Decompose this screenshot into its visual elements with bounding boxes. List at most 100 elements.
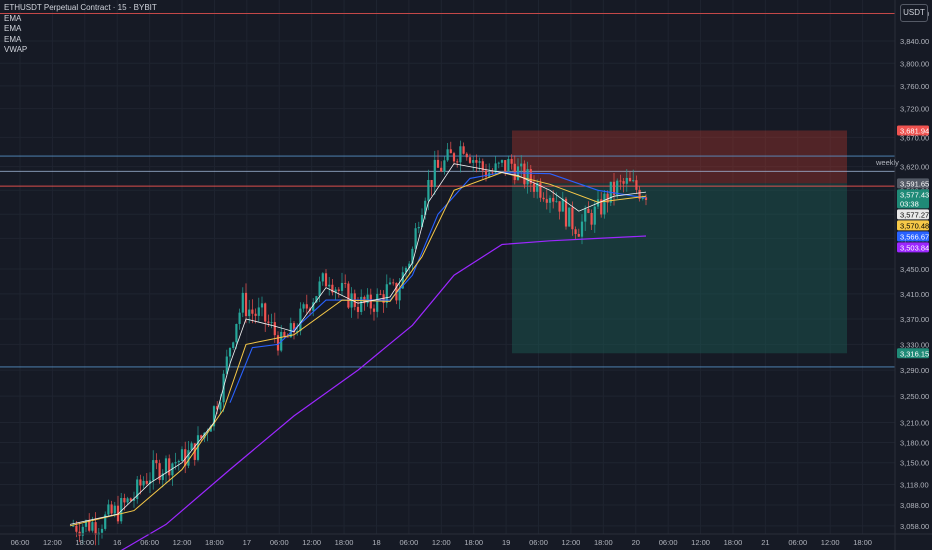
candle-body: [542, 197, 545, 200]
x-tick-label: 12:00: [691, 538, 710, 547]
candle-body: [388, 282, 392, 285]
candle-body: [196, 435, 200, 460]
candle-body: [81, 526, 84, 536]
candle-body: [305, 304, 308, 309]
stop-loss-zone[interactable]: [512, 130, 847, 184]
x-tick-label: 19: [502, 538, 510, 547]
candle-body: [267, 321, 270, 323]
candle-body: [427, 179, 430, 201]
y-tick-label: 3,290.00: [900, 366, 929, 375]
candle-body: [315, 296, 318, 303]
symbol-title[interactable]: ETHUSDT Perpetual Contract · 15 · BYBIT: [4, 3, 157, 12]
candle-body: [91, 522, 94, 531]
y-tick-label: 3,088.00: [900, 501, 929, 510]
candle-body: [443, 160, 446, 172]
candle-body: [484, 170, 488, 177]
candle-body: [622, 181, 625, 184]
candle-body: [232, 342, 235, 348]
indicator-ema-2[interactable]: EMA: [4, 24, 22, 33]
candle-body: [462, 146, 465, 154]
candle-body: [145, 480, 148, 484]
indicator-ema-1[interactable]: EMA: [4, 13, 22, 23]
ema-slow-line: [229, 171, 647, 403]
ema-mid-line: [69, 171, 647, 527]
candle-body: [312, 302, 315, 311]
candle-body: [324, 273, 328, 287]
candle-body: [270, 322, 273, 323]
x-tick-label: 06:00: [399, 538, 418, 547]
candle-body: [571, 207, 574, 230]
y-tick-label: 3,330.00: [900, 340, 929, 349]
candle-body: [526, 169, 529, 185]
candle-body: [148, 480, 152, 484]
candle-body: [251, 309, 254, 314]
candle-body: [321, 273, 324, 282]
candle-body: [337, 289, 340, 291]
x-tick-label: 12:00: [821, 538, 840, 547]
y-tick-label: 3,410.00: [900, 290, 929, 299]
candle-body: [494, 163, 497, 173]
candle-body: [347, 283, 350, 308]
chart-legend: ETHUSDT Perpetual Contract · 15 · BYBIT …: [4, 3, 157, 56]
take-profit-zone[interactable]: [512, 183, 847, 354]
candle-body: [564, 198, 568, 227]
candle-body: [113, 505, 116, 514]
x-tick-label: 16: [113, 538, 121, 547]
candle-body: [187, 450, 190, 466]
candle-body: [107, 504, 110, 515]
candle-body: [126, 498, 129, 503]
candle-body: [177, 460, 180, 463]
candle-body: [452, 153, 456, 162]
candle-body: [110, 504, 113, 514]
candle-body: [606, 193, 609, 203]
candle-body: [360, 296, 363, 312]
candle-body: [580, 221, 584, 237]
candle-body: [478, 161, 481, 163]
candle-body: [552, 197, 555, 202]
candle-body: [529, 169, 532, 184]
candle-body: [219, 402, 222, 410]
x-tick-label: 12:00: [432, 538, 451, 547]
price-tag-label: 3,577.27: [900, 210, 929, 219]
candle-body: [356, 306, 360, 312]
y-tick-label: 3,210.00: [900, 419, 929, 428]
candle-body: [628, 177, 632, 182]
candle-body: [504, 160, 507, 172]
candle-body: [209, 426, 212, 432]
candle-body: [532, 183, 536, 192]
candle-body: [296, 331, 299, 333]
candle-body: [491, 172, 494, 174]
candle-body: [238, 312, 241, 324]
x-tick-label: 18:00: [464, 538, 483, 547]
candle-body: [385, 284, 388, 304]
candle-body: [152, 460, 155, 481]
indicator-vwap[interactable]: VWAP: [4, 45, 28, 54]
candle-body: [440, 167, 443, 172]
y-tick-label: 3,150.00: [900, 459, 929, 468]
weekly-label: weekly: [875, 158, 899, 167]
candle-body: [507, 158, 510, 172]
candle-body: [433, 159, 436, 187]
candle-body: [164, 458, 168, 474]
candle-body: [264, 303, 267, 322]
candle-body: [459, 146, 462, 163]
price-tag-label: 3,316.15: [900, 349, 929, 358]
candle-body: [228, 347, 232, 357]
indicator-ema-3[interactable]: EMA: [4, 34, 22, 44]
x-tick-label: 12:00: [173, 538, 192, 547]
y-tick-label: 3,620.00: [900, 163, 929, 172]
candle-body: [376, 293, 379, 312]
y-tick-label: 3,840.00: [900, 37, 929, 46]
price-tag-label: 3,570.48: [900, 221, 929, 230]
price-tag: [897, 209, 929, 220]
currency-button[interactable]: USDT: [900, 4, 928, 22]
candle-body: [100, 528, 104, 533]
candle-body: [548, 197, 552, 203]
candle-body: [318, 281, 321, 297]
candle-body: [366, 294, 369, 304]
candle-body: [139, 479, 142, 486]
candle-body: [539, 183, 542, 198]
candle-body: [590, 212, 593, 225]
